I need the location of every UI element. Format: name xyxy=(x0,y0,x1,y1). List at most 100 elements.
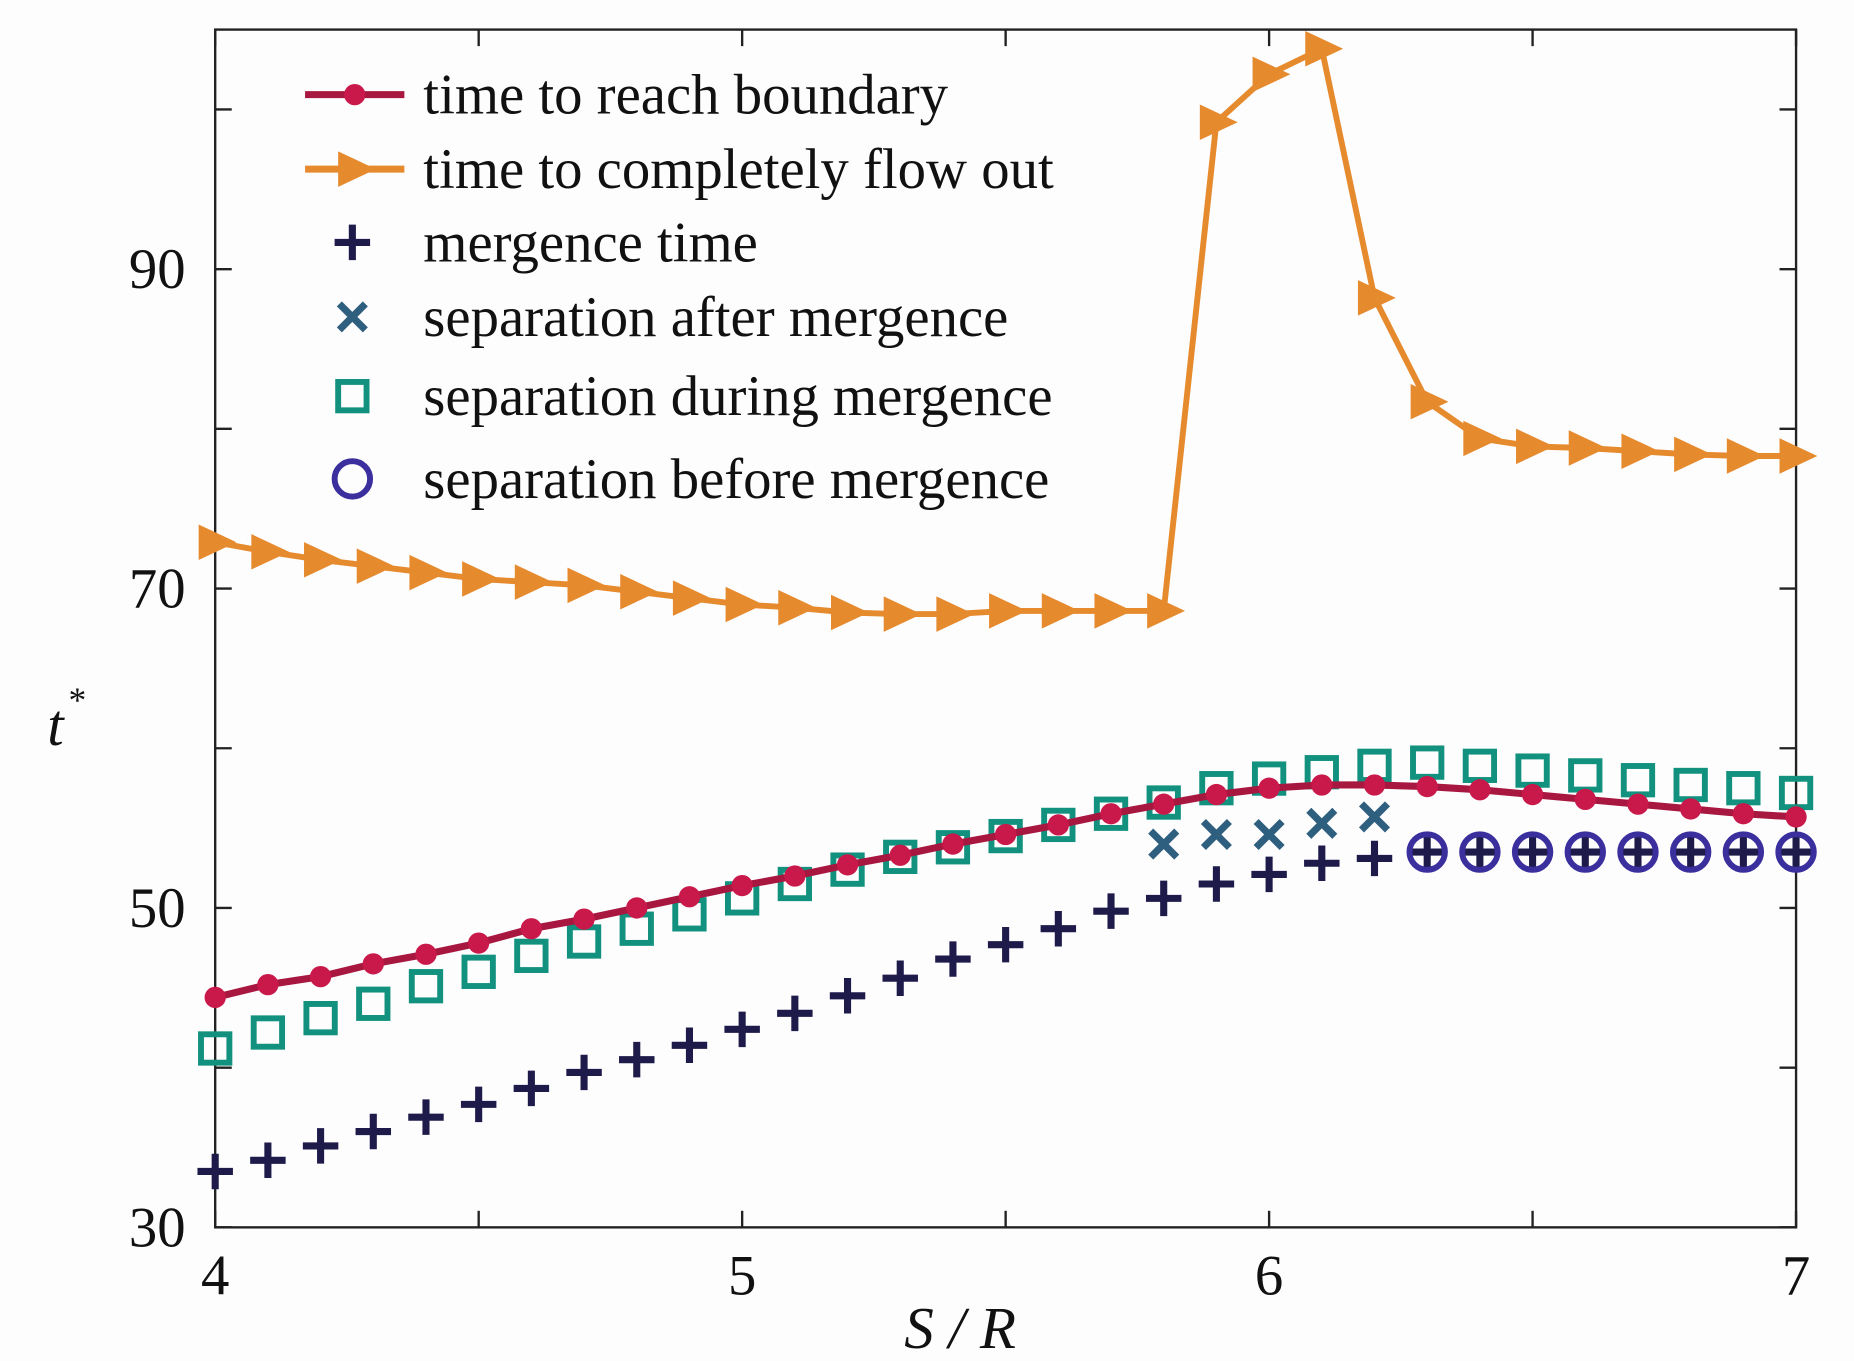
data-point xyxy=(1617,831,1659,873)
data-point xyxy=(1100,803,1122,825)
series-separation-before-mergence xyxy=(1406,831,1817,873)
data-point xyxy=(356,986,391,1021)
data-point xyxy=(1515,753,1550,788)
series-time-to-completely-flow-out xyxy=(198,31,1818,632)
data-point xyxy=(573,908,595,930)
data-point xyxy=(460,1086,497,1123)
data-point xyxy=(566,924,602,959)
data-point xyxy=(1040,910,1077,947)
axis-ticks: 4 5 6 7 30 50 70 90 xyxy=(129,29,1810,1308)
legend-marker xyxy=(334,224,371,261)
legend-item: mergence time xyxy=(334,211,758,274)
data-point xyxy=(1093,893,1129,929)
data-point xyxy=(1198,866,1235,902)
data-point xyxy=(409,554,448,591)
data-point xyxy=(1511,831,1554,873)
data-point xyxy=(198,1031,233,1066)
data-point xyxy=(198,524,237,560)
data-point xyxy=(678,886,701,908)
data-point xyxy=(1778,834,1814,870)
data-point xyxy=(671,1027,708,1064)
data-point xyxy=(626,897,648,919)
data-point xyxy=(620,574,659,610)
data-point xyxy=(1621,433,1660,469)
series-line xyxy=(214,781,1797,1001)
data-point xyxy=(1047,814,1069,836)
data-point xyxy=(1568,758,1603,793)
legend-label: time to reach boundary xyxy=(423,64,948,127)
data-point xyxy=(1680,798,1702,820)
data-point xyxy=(355,1113,392,1150)
data-point xyxy=(778,589,817,626)
data-point xyxy=(1094,593,1133,629)
legend-item: time to reach boundary xyxy=(305,64,949,127)
data-point xyxy=(994,823,1017,846)
data-point xyxy=(1627,793,1649,815)
data-point xyxy=(777,995,813,1032)
data-point xyxy=(1620,763,1656,798)
data-point xyxy=(1779,438,1818,474)
legend-marker xyxy=(338,151,377,187)
y-tick-label: 70 xyxy=(129,557,186,620)
data-point xyxy=(784,865,806,887)
data-point xyxy=(1258,777,1280,799)
legend-marker xyxy=(335,378,370,414)
y-axis-label: t * xyxy=(47,680,86,758)
data-point xyxy=(1669,831,1712,873)
legend-label: separation after mergence xyxy=(423,286,1008,349)
data-point xyxy=(257,973,279,996)
y-axis-label-superscript: * xyxy=(68,680,86,720)
data-point xyxy=(731,874,753,897)
series-time-to-reach-boundary xyxy=(204,774,1807,1009)
data-point xyxy=(1251,856,1287,893)
data-point xyxy=(1410,383,1449,420)
legend-label: time to completely flow out xyxy=(423,138,1054,201)
data-point xyxy=(1305,31,1344,67)
data-point xyxy=(1145,880,1182,917)
data-point xyxy=(1406,831,1448,873)
data-point xyxy=(204,986,226,1009)
data-point xyxy=(942,833,964,855)
x-tick-label: 4 xyxy=(201,1245,229,1308)
data-point xyxy=(987,926,1024,963)
data-point xyxy=(883,596,922,632)
data-point xyxy=(1311,774,1333,796)
series-layer xyxy=(197,31,1818,1190)
legend-item: separation during mergence xyxy=(335,365,1053,428)
data-point xyxy=(1726,771,1761,806)
data-point xyxy=(468,932,490,954)
data-point xyxy=(1516,428,1554,465)
data-point xyxy=(989,593,1027,629)
legend-item: time to completely flow out xyxy=(305,138,1054,201)
plot-frame xyxy=(214,28,1798,1229)
data-point xyxy=(250,1015,286,1050)
data-point xyxy=(250,1142,286,1179)
legend-label: separation during mergence xyxy=(423,365,1052,428)
data-point xyxy=(1410,745,1445,780)
data-point xyxy=(1732,803,1755,825)
y-axis-label-main: t xyxy=(47,692,65,758)
data-point xyxy=(302,1128,339,1164)
data-point xyxy=(514,938,549,974)
data-point xyxy=(1358,801,1391,833)
data-point xyxy=(1463,420,1502,457)
data-point xyxy=(1567,834,1604,870)
data-point xyxy=(1205,783,1228,806)
data-point xyxy=(882,960,918,996)
data-point xyxy=(1726,438,1765,474)
data-point xyxy=(1409,834,1445,870)
data-point xyxy=(1304,845,1340,881)
y-tick-label: 90 xyxy=(129,238,186,301)
data-point xyxy=(514,564,553,600)
data-point xyxy=(1672,834,1709,870)
data-point xyxy=(1620,834,1656,870)
legend-marker xyxy=(331,458,374,500)
data-point xyxy=(1564,831,1606,873)
data-point xyxy=(936,596,975,632)
x-axis-label: S / R xyxy=(904,1295,1016,1361)
x-tick-label: 7 xyxy=(1782,1245,1810,1308)
data-point xyxy=(619,911,654,946)
data-point xyxy=(1153,793,1175,815)
data-point xyxy=(1462,834,1498,870)
